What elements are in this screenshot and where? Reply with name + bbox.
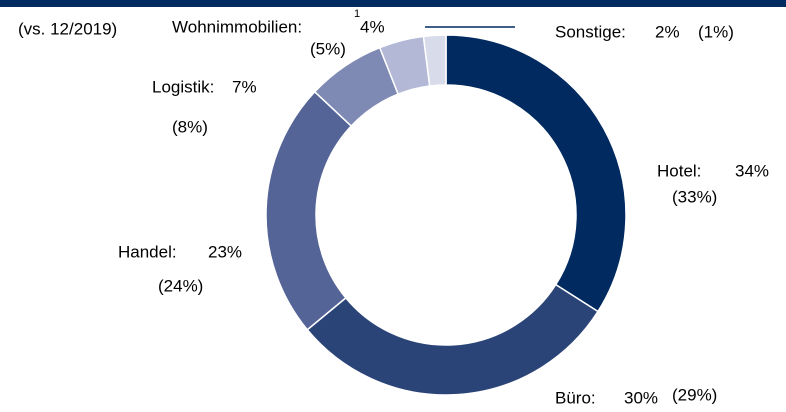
category-label: Sonstige: — [555, 22, 626, 41]
subtitle: (vs. 12/2019) — [18, 19, 117, 38]
donut-segment — [445, 34, 627, 313]
footnote-marker: 1 — [354, 8, 360, 20]
prior-label: (8%) — [172, 117, 208, 136]
donut-segment — [306, 283, 600, 396]
top-bar — [0, 0, 786, 7]
prior-label: (5%) — [310, 39, 346, 58]
prior-label: (1%) — [698, 22, 734, 41]
category-label: Wohnimmobilien: — [172, 17, 302, 36]
category-label: Logistik: — [152, 77, 214, 96]
donut-segment — [265, 90, 353, 331]
value-label: 30% — [624, 388, 658, 407]
category-label: Büro: — [555, 388, 596, 407]
prior-label: (33%) — [672, 187, 717, 206]
value-label: 4% — [360, 17, 385, 36]
category-label: Hotel: — [657, 161, 701, 180]
value-label: 2% — [655, 22, 680, 41]
value-label: 23% — [208, 242, 242, 261]
donut-segment — [422, 34, 447, 87]
prior-label: (29%) — [672, 385, 717, 404]
prior-label: (24%) — [158, 276, 203, 295]
value-label: 34% — [735, 161, 769, 180]
category-label: Handel: — [118, 242, 177, 261]
value-label: 7% — [232, 77, 257, 96]
